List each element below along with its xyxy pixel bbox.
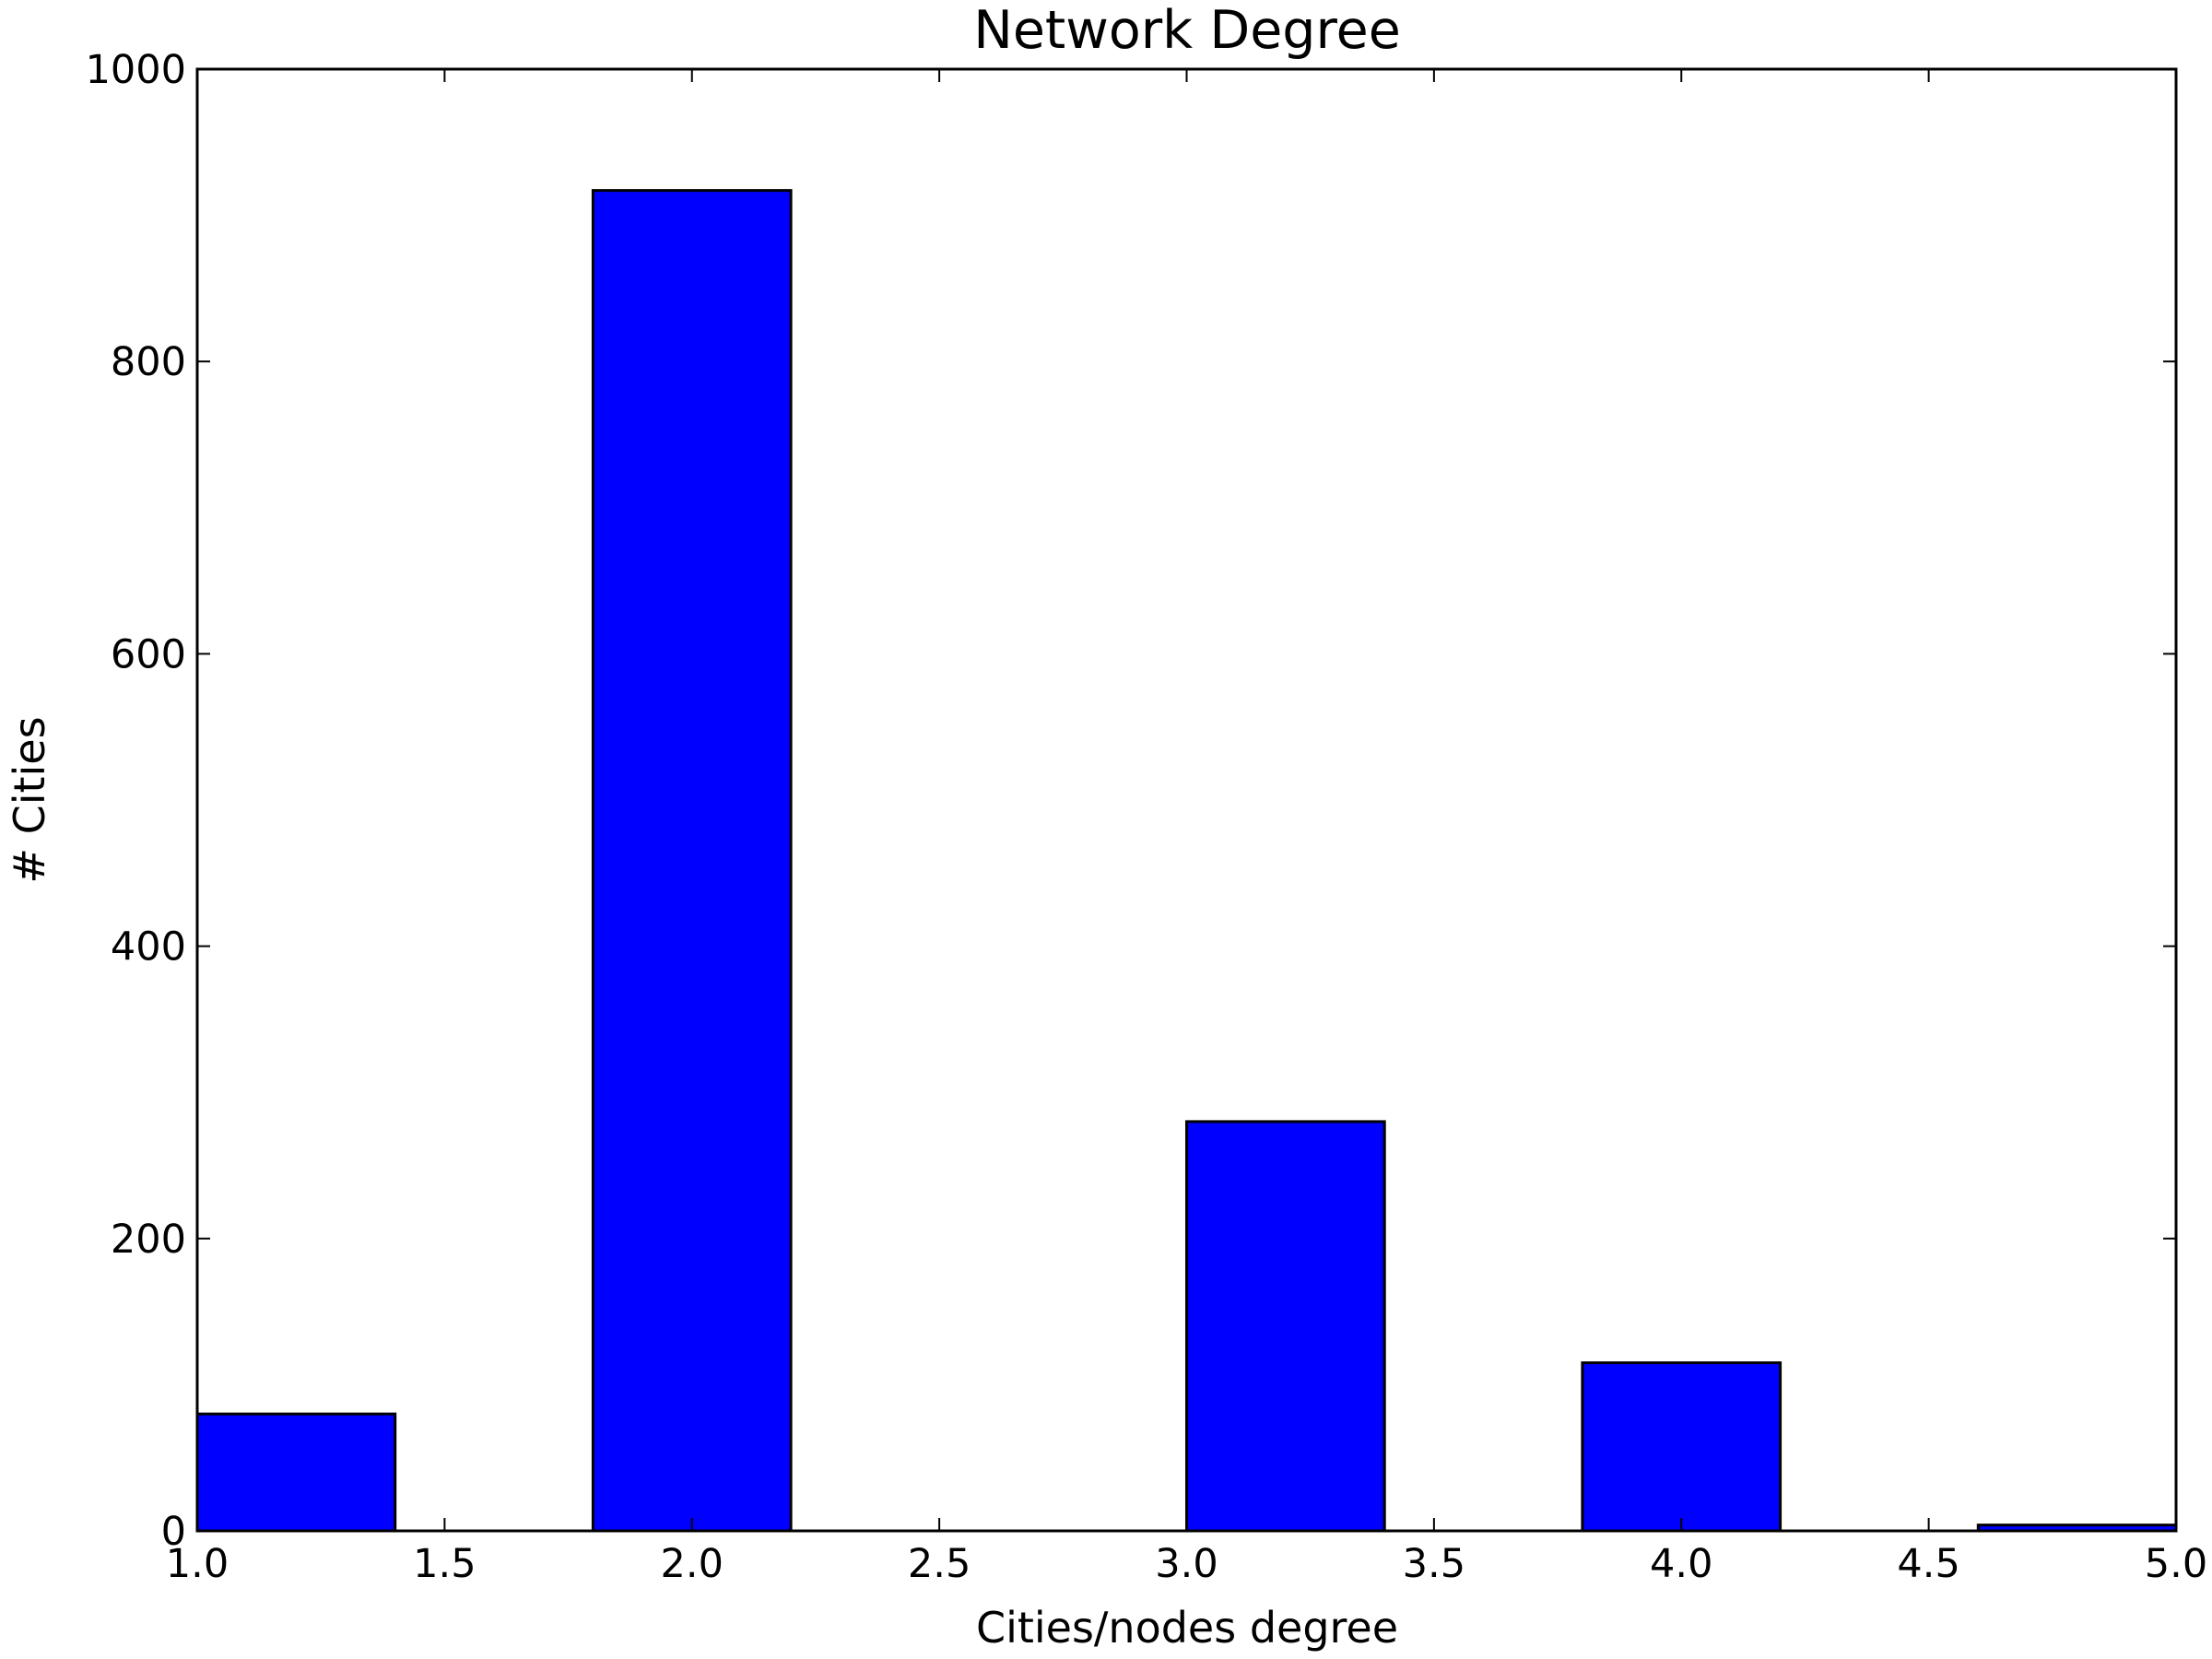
- x-tick-label: 5.0: [2145, 1541, 2207, 1587]
- bars-group: [195, 189, 2178, 1533]
- histogram-bar: [1185, 1120, 1386, 1533]
- x-tick-label: 3.0: [1155, 1541, 1218, 1587]
- histogram-bar: [195, 1412, 397, 1533]
- y-tick-label: 0: [161, 1509, 186, 1555]
- x-tick-label: 4.0: [1650, 1541, 1712, 1587]
- x-tick-label: 2.0: [661, 1541, 724, 1587]
- y-tick-label: 200: [111, 1217, 186, 1263]
- x-tick-label: 1.0: [166, 1541, 229, 1587]
- histogram-bar: [591, 189, 793, 1533]
- x-tick-label: 1.5: [413, 1541, 476, 1587]
- histogram-bar: [1581, 1361, 1783, 1533]
- y-tick-label: 600: [111, 631, 186, 677]
- plot-area-frame: [195, 67, 2178, 1533]
- y-tick-label: 1000: [86, 47, 186, 93]
- tick-labels-group: 1.0 1.5 2.0 2.5 3.0 3.5 4.0 4.5 5.0 0 200 400 600 800…: [86, 47, 2208, 1587]
- x-tick-label: 2.5: [908, 1541, 971, 1587]
- x-tick-label: 3.5: [1403, 1541, 1465, 1587]
- chart-title: Network Degree: [973, 0, 1401, 61]
- x-axis-label: Cities/nodes degree: [976, 1603, 1398, 1653]
- y-tick-label: 800: [111, 339, 186, 385]
- y-tick-label: 400: [111, 924, 186, 971]
- y-axis-label: # Cities: [5, 716, 54, 883]
- x-tick-label: 4.5: [1897, 1541, 1959, 1587]
